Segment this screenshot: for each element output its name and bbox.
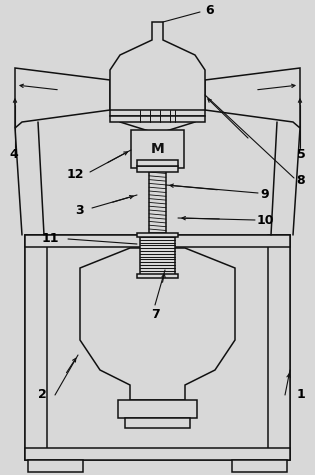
Polygon shape [80,248,235,400]
Bar [131,130,184,168]
Text: 1: 1 [297,389,305,401]
Bar [118,400,197,418]
Text: 11: 11 [41,231,59,245]
Bar [110,116,205,122]
Bar [140,235,175,275]
Text: 3: 3 [76,203,84,217]
Bar [137,160,178,166]
Bar [25,448,290,460]
Bar [232,460,287,472]
Text: 4: 4 [10,149,18,162]
Bar [25,235,47,460]
Bar [137,274,178,278]
Bar [268,235,290,460]
Bar [137,166,178,172]
Text: 2: 2 [37,389,46,401]
Text: 8: 8 [297,173,305,187]
Polygon shape [205,68,300,128]
Bar [110,110,205,116]
Bar [28,460,83,472]
Text: 9: 9 [261,189,269,201]
Text: 6: 6 [206,3,214,17]
Bar [137,233,178,237]
Bar [25,235,290,247]
Text: 10: 10 [256,213,274,227]
Text: 7: 7 [151,308,159,322]
Text: M: M [151,142,164,156]
Polygon shape [15,68,110,128]
Bar [25,235,290,460]
Bar [125,418,190,428]
Text: 5: 5 [297,149,305,162]
Bar [149,170,166,233]
Polygon shape [110,22,205,132]
Text: 12: 12 [66,169,84,181]
